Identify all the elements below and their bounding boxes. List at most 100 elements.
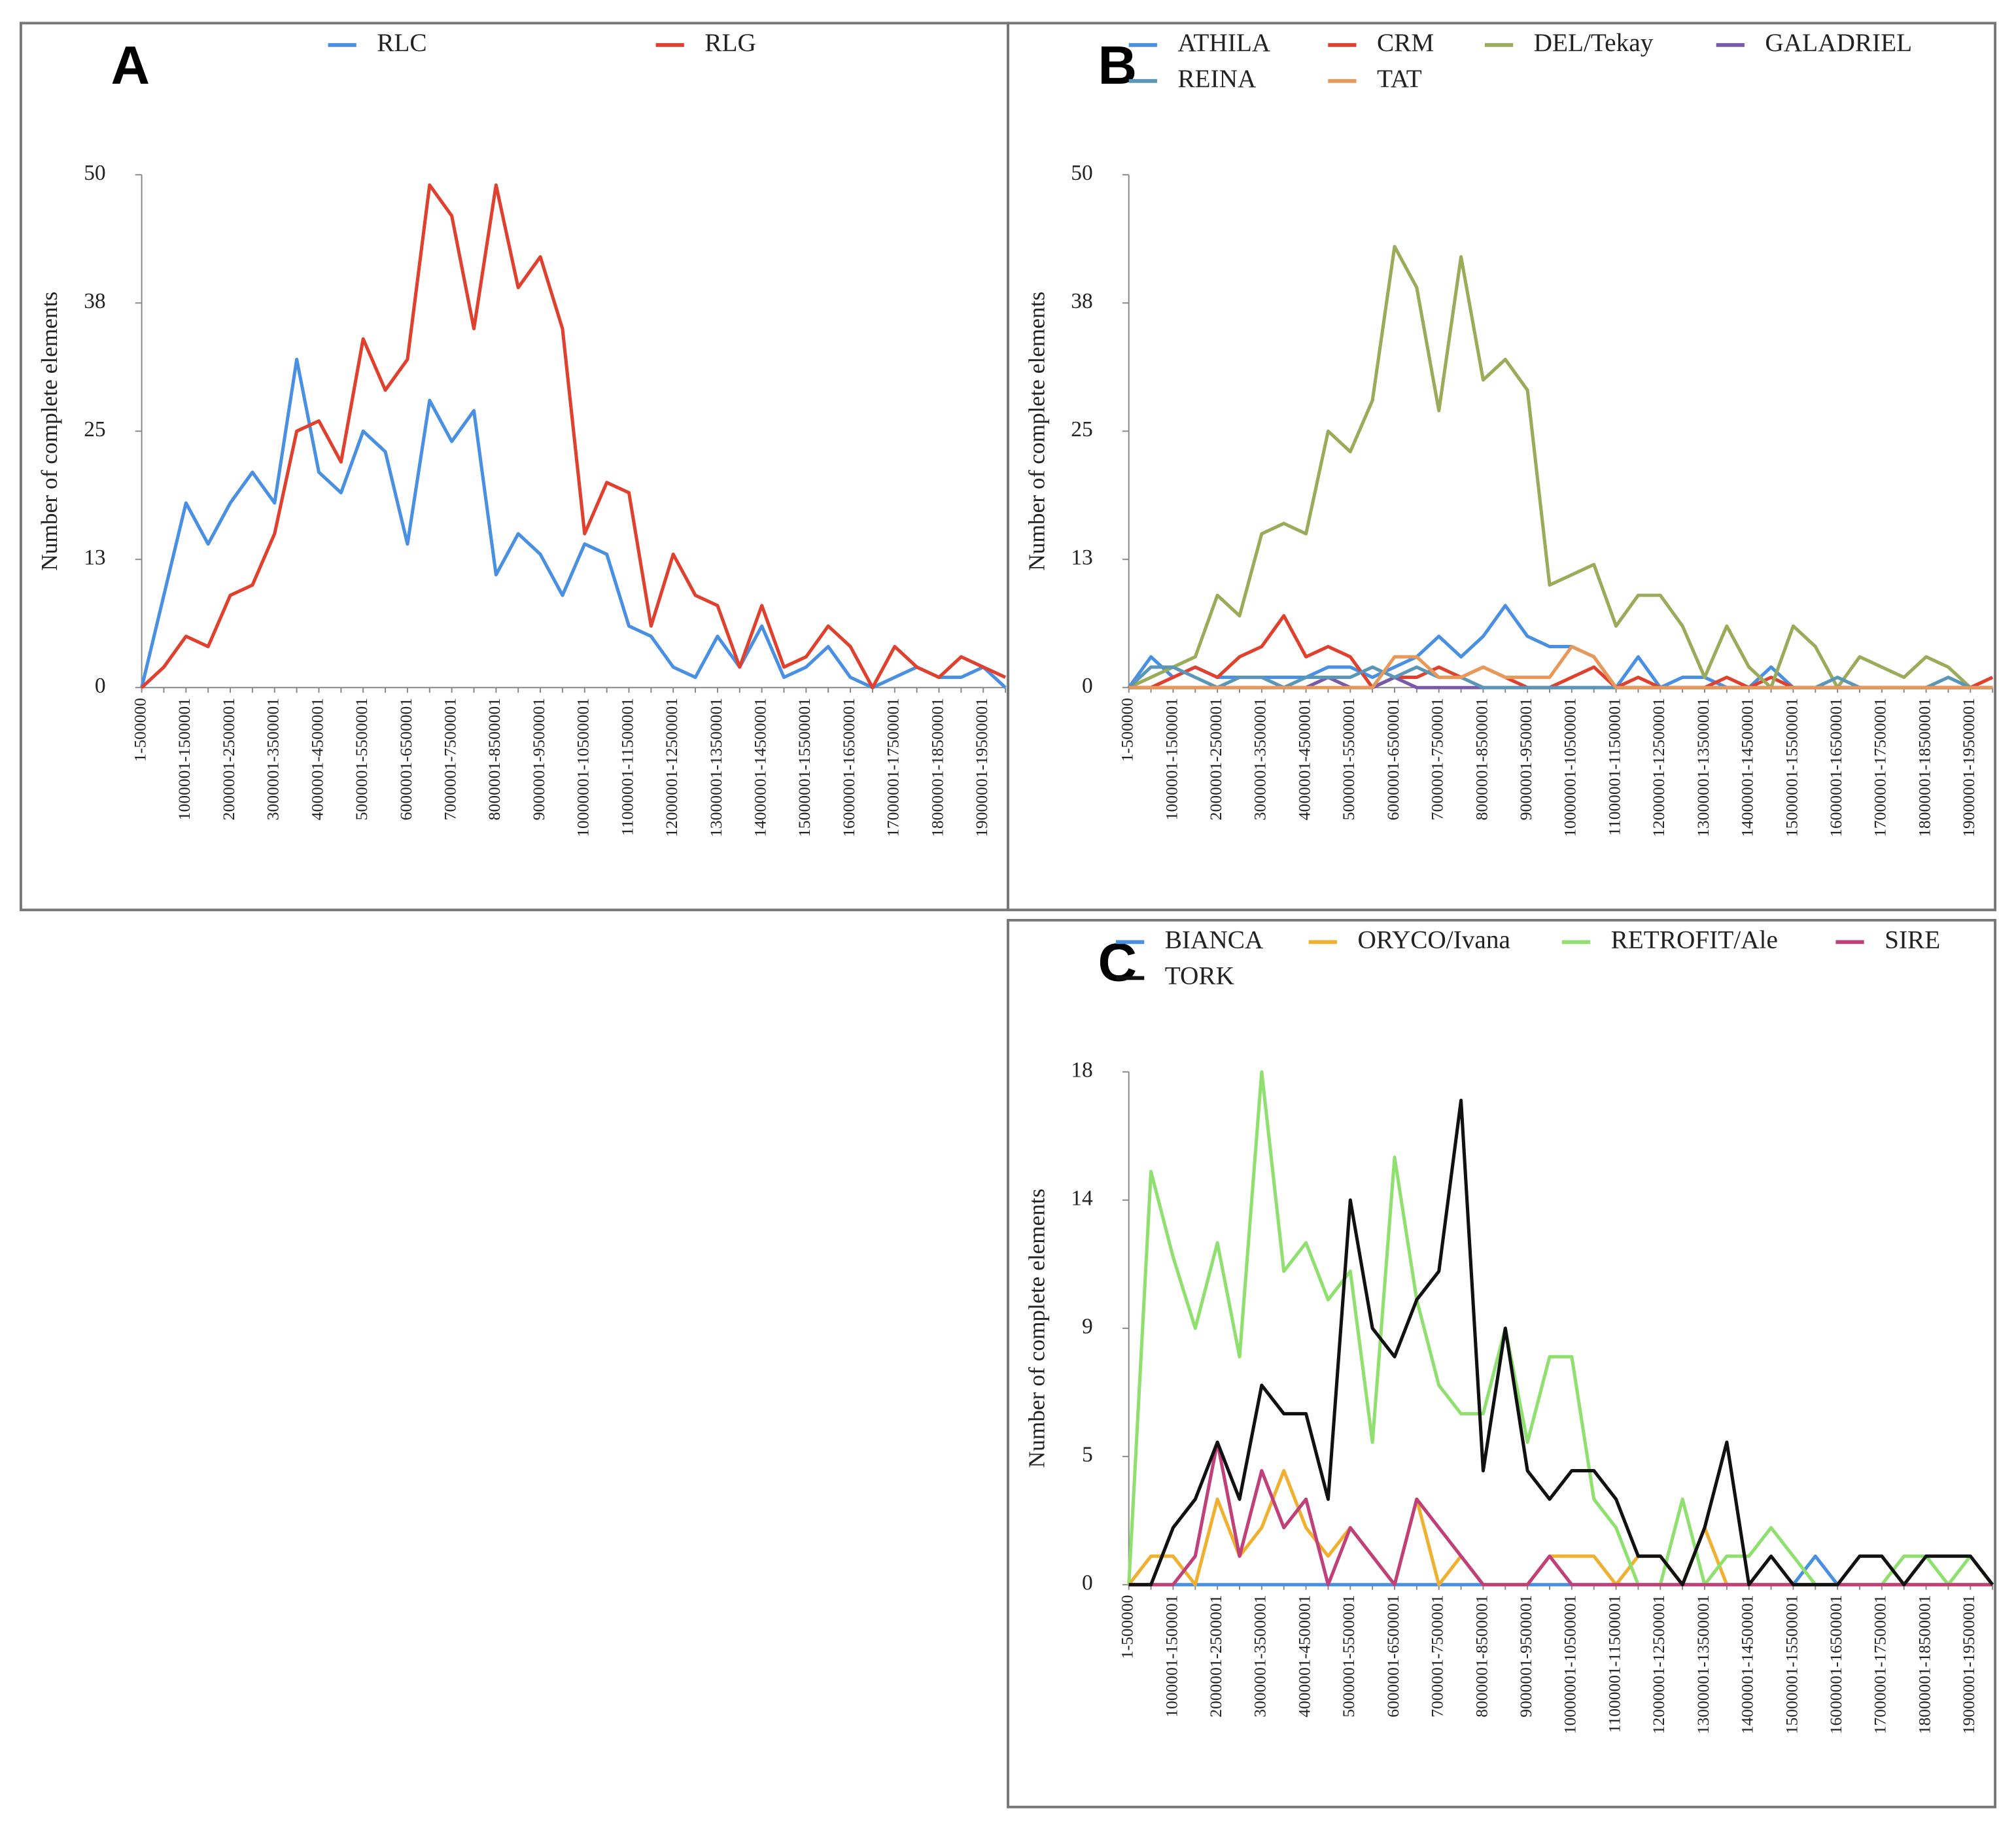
y-tick-label: 0: [95, 674, 106, 698]
x-tick-label: 17000001-17500001: [1871, 1595, 1890, 1735]
x-tick-label: 1000001-1500001: [1162, 698, 1181, 820]
x-tick-label: 3000001-3500001: [1251, 698, 1270, 820]
x-tick-label: 11000001-11500001: [1605, 698, 1624, 836]
legend-label: GALADRIEL: [1765, 29, 1912, 57]
x-tick-label: 7000001-7500001: [1428, 1595, 1447, 1718]
x-tick-label: 18000001-18500001: [1915, 698, 1934, 837]
legend-label: CRM: [1377, 29, 1434, 57]
x-tick-label: 9000001-9500001: [1516, 1595, 1535, 1718]
x-tick-label: 15000001-15500001: [1782, 698, 1801, 837]
x-tick-label: 13000001-13500001: [1694, 1595, 1712, 1735]
x-tick-label: 2000001-2500001: [1206, 1595, 1225, 1718]
x-tick-label: 15000001-15500001: [1782, 1595, 1801, 1735]
x-tick-label: 16000001-16500001: [1826, 698, 1845, 837]
y-tick-label: 50: [1071, 161, 1092, 185]
panel-label: A: [111, 35, 150, 95]
x-tick-label: 4000001-4500001: [1295, 1595, 1313, 1718]
x-tick-label: 19000001-19500001: [1959, 698, 1978, 837]
x-tick-label: 9000001-9500001: [529, 698, 548, 820]
x-tick-label: 18000001-18500001: [1915, 1595, 1934, 1735]
panel-frame: [1007, 22, 1997, 912]
y-tick-label: 0: [1082, 1570, 1093, 1595]
x-tick-label: 1000001-1500001: [1162, 1595, 1181, 1718]
x-tick-label: 12000001-12500001: [1649, 698, 1668, 837]
x-tick-label: 12000001-12500001: [1649, 1595, 1668, 1735]
legend-label: RLC: [377, 29, 426, 57]
series-line: [1127, 665, 1993, 689]
x-tick-label: 7000001-7500001: [1428, 698, 1447, 820]
x-tick-label: 10000001-10500001: [1561, 1595, 1580, 1735]
y-tick-label: 25: [1071, 417, 1092, 441]
x-tick-label: 17000001-17500001: [1871, 698, 1890, 837]
x-tick-label: 3000001-3500001: [264, 698, 283, 820]
x-tick-label: 18000001-18500001: [928, 698, 947, 837]
y-axis-label: Number of complete elements: [1023, 1188, 1049, 1468]
x-tick-label: 11000001-11500001: [1605, 1595, 1624, 1733]
series-line: [140, 357, 1007, 689]
x-tick-label: 5000001-5500001: [352, 698, 371, 820]
y-tick-label: 5: [1082, 1442, 1093, 1466]
legend-label: SIRE: [1885, 926, 1940, 954]
y-tick-label: 18: [1071, 1058, 1092, 1082]
series-line: [1128, 1440, 1993, 1587]
x-tick-label: 6000001-6500001: [1383, 698, 1402, 820]
x-tick-label: 17000001-17500001: [884, 698, 903, 837]
x-tick-label: 6000001-6500001: [396, 698, 415, 820]
x-tick-label: 9000001-9500001: [1516, 698, 1535, 820]
x-tick-label: 16000001-16500001: [839, 698, 858, 837]
series-line: [1128, 245, 1993, 689]
y-tick-label: 0: [1082, 674, 1093, 698]
x-tick-label: 2000001-2500001: [219, 698, 238, 820]
legend-label: REINA: [1177, 65, 1257, 93]
legend-label: ORYCO/Ivana: [1357, 926, 1510, 954]
y-tick-label: 38: [1071, 289, 1092, 313]
x-tick-label: 11000001-11500001: [617, 698, 636, 836]
x-tick-label: 10000001-10500001: [574, 698, 593, 837]
y-axis-label: Number of complete elements: [1023, 292, 1049, 571]
x-tick-label: 5000001-5500001: [1339, 698, 1358, 820]
y-tick-label: 25: [84, 417, 105, 441]
x-tick-label: 1-500000: [1118, 698, 1137, 762]
y-tick-label: 50: [84, 161, 105, 185]
legend-label: DEL/Tekay: [1534, 29, 1654, 57]
legend-label: RETROFIT/Ale: [1611, 926, 1778, 954]
series-line: [1127, 1070, 1994, 1587]
x-tick-label: 13000001-13500001: [706, 698, 725, 837]
legend-label: BIANCA: [1165, 926, 1264, 954]
legend-label: TAT: [1377, 65, 1422, 93]
x-tick-label: 3000001-3500001: [1251, 1595, 1270, 1718]
x-tick-label: 4000001-4500001: [307, 698, 326, 820]
x-tick-label: 7000001-7500001: [440, 698, 459, 820]
series-line: [1128, 644, 1993, 689]
panel-frame: [1007, 918, 1997, 1808]
x-tick-label: 14000001-14500001: [1738, 698, 1757, 837]
x-tick-label: 12000001-12500001: [662, 698, 681, 837]
x-tick-label: 1000001-1500001: [175, 698, 194, 820]
x-tick-label: 14000001-14500001: [750, 698, 769, 837]
panel-frame: [19, 22, 1009, 912]
legend-label: RLG: [704, 29, 756, 57]
x-tick-label: 8000001-8500001: [1472, 698, 1491, 820]
x-tick-label: 19000001-19500001: [972, 698, 991, 837]
x-tick-label: 13000001-13500001: [1694, 698, 1712, 837]
x-tick-label: 6000001-6500001: [1383, 1595, 1402, 1718]
x-tick-label: 4000001-4500001: [1295, 698, 1313, 820]
series-line: [1128, 1098, 1994, 1587]
x-tick-label: 14000001-14500001: [1738, 1595, 1757, 1735]
legend-label: ATHILA: [1177, 29, 1270, 57]
y-tick-label: 13: [84, 545, 105, 570]
y-axis-label: Number of complete elements: [36, 292, 62, 571]
x-tick-label: 5000001-5500001: [1339, 1595, 1358, 1718]
x-tick-label: 19000001-19500001: [1959, 1595, 1978, 1735]
y-tick-label: 38: [84, 289, 105, 313]
series-line: [140, 183, 1007, 689]
y-tick-label: 14: [1071, 1186, 1093, 1210]
x-tick-label: 16000001-16500001: [1826, 1595, 1845, 1735]
x-tick-label: 1-500000: [130, 698, 149, 762]
legend-label: TORK: [1165, 961, 1234, 990]
x-tick-label: 2000001-2500001: [1206, 698, 1225, 820]
x-tick-label: 10000001-10500001: [1561, 698, 1580, 837]
x-tick-label: 15000001-15500001: [795, 698, 814, 837]
